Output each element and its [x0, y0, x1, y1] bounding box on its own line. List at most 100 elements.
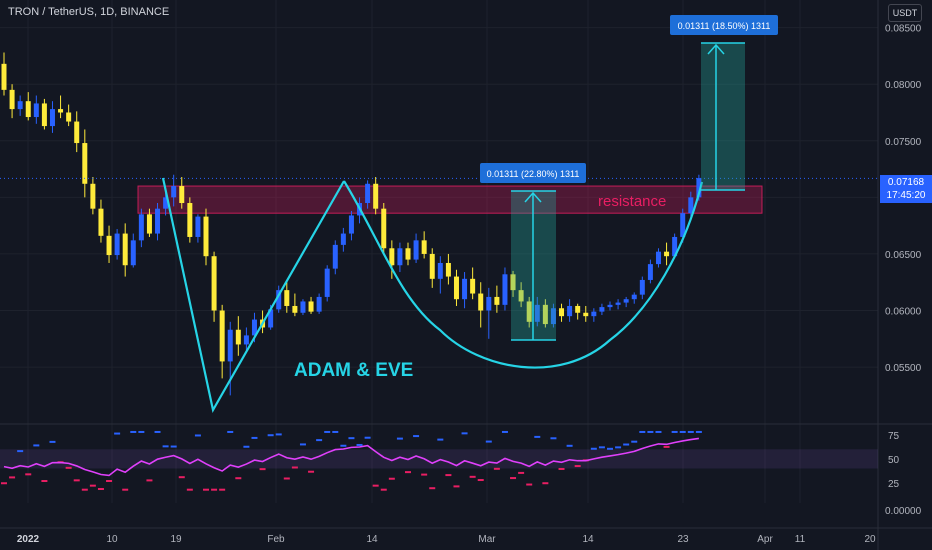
candle-body	[623, 299, 629, 303]
candle-body	[615, 302, 621, 305]
candle-body	[486, 296, 492, 311]
candle-body	[292, 305, 298, 313]
candle-body	[49, 109, 55, 127]
candle-body	[138, 214, 144, 241]
adam-pattern-line	[161, 177, 345, 414]
candle-body	[332, 244, 338, 269]
candle-body	[219, 310, 225, 362]
candle-body	[155, 208, 161, 234]
candle-body	[33, 103, 39, 118]
candle-body	[526, 301, 532, 322]
candle-body	[591, 311, 597, 317]
candle-body	[631, 294, 637, 300]
x-tick-label: 23	[677, 534, 689, 545]
x-tick-label: 19	[170, 534, 182, 545]
candle-body	[510, 274, 516, 291]
price-tick-label: 0.08000	[885, 80, 922, 91]
chart-title: TRON / TetherUS, 1D, BINANCE	[8, 6, 170, 18]
x-tick-label: 20	[864, 534, 876, 545]
candle-body	[413, 240, 419, 260]
candle-body	[647, 264, 653, 280]
candle-body	[494, 296, 500, 305]
candle-body	[41, 103, 47, 127]
candle-body	[251, 319, 257, 336]
candle-body	[276, 290, 282, 310]
price-tick-label: 0.07500	[885, 137, 922, 148]
candle-body	[502, 274, 508, 305]
candle-body	[106, 235, 112, 256]
candle-body	[680, 213, 686, 237]
candle-body	[575, 305, 581, 313]
candle-body	[373, 183, 379, 209]
candle-body	[429, 253, 435, 279]
candle-body	[462, 278, 468, 300]
candle-body	[114, 233, 120, 256]
measure-2-label-bg	[670, 15, 778, 35]
candle-body	[688, 197, 694, 214]
candle-body	[583, 312, 589, 317]
candle-body	[146, 214, 152, 234]
rsi-tick-label: 0.00000	[885, 506, 922, 517]
pattern-label: ADAM & EVE	[294, 360, 413, 381]
candle-body	[74, 121, 80, 144]
candle-body	[268, 309, 274, 328]
measure-2-arrowhead	[707, 43, 725, 55]
candle-body	[478, 293, 484, 311]
candle-body	[550, 308, 556, 325]
candle-body	[381, 208, 387, 249]
candle-body	[542, 304, 548, 325]
currency-badge[interactable]: USDT	[888, 4, 922, 22]
candle-body	[421, 240, 427, 254]
price-tick-label: 0.08500	[885, 24, 922, 35]
candle-body	[405, 248, 411, 260]
rsi-tick-label: 75	[888, 431, 900, 442]
eve-pattern-curve	[343, 180, 704, 369]
candle-body	[340, 233, 346, 245]
price-tick-label: 0.06000	[885, 307, 922, 318]
resistance-label: resistance	[598, 193, 666, 210]
candle-body	[518, 290, 524, 302]
candle-body	[235, 329, 241, 345]
measure-1-label-bg	[480, 163, 586, 183]
candle-body	[179, 186, 185, 204]
candle-body	[437, 262, 443, 279]
candle-body	[453, 276, 459, 300]
last-price-badge: 0.07168 17:45:20	[880, 175, 932, 203]
candle-body	[9, 89, 15, 110]
candle-body	[187, 203, 193, 237]
rsi-ma-line	[3, 437, 699, 477]
x-tick-label: Apr	[757, 534, 773, 545]
x-tick-label: Feb	[267, 534, 285, 545]
candle-body	[316, 296, 322, 312]
candle-body	[445, 262, 451, 277]
rsi-tick-label: 50	[888, 455, 900, 466]
candle-body	[98, 208, 104, 236]
x-tick-label: 14	[366, 534, 378, 545]
candle-body	[365, 183, 371, 204]
candle-body	[567, 305, 573, 317]
candle-body	[66, 112, 72, 122]
candle-body	[639, 279, 645, 295]
measure-box-2	[701, 43, 745, 190]
candle-body	[130, 240, 136, 266]
candle-body	[195, 216, 201, 237]
measure-1-label: 0.01311 (22.80%) 1311	[487, 169, 580, 179]
candle-body	[171, 186, 177, 198]
x-tick-label: 14	[582, 534, 594, 545]
candle-body	[599, 307, 605, 312]
measure-1-arrowhead	[524, 191, 542, 203]
candle-body	[470, 278, 476, 294]
candle-body	[308, 301, 314, 312]
candle-body	[1, 63, 7, 90]
candle-body	[664, 251, 670, 257]
candle-body	[397, 248, 403, 266]
x-tick-label: Mar	[478, 534, 496, 545]
candle-body	[163, 197, 169, 209]
measure-2-label: 0.01311 (18.50%) 1311	[678, 21, 771, 31]
candle-body	[211, 256, 217, 311]
rsi-band	[0, 449, 878, 469]
candle-body	[534, 304, 540, 322]
